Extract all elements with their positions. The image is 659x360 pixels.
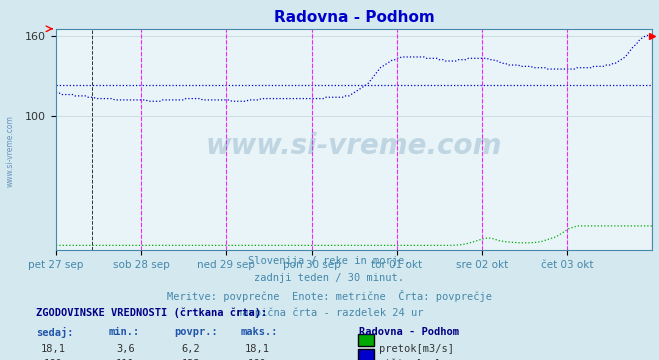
Text: Slovenija / reke in morje.: Slovenija / reke in morje. (248, 256, 411, 266)
Text: 3,6: 3,6 (116, 344, 134, 354)
Text: navpična črta - razdelek 24 ur: navpična črta - razdelek 24 ur (236, 307, 423, 318)
Text: pretok[m3/s]: pretok[m3/s] (379, 344, 454, 354)
Title: Radovna - Podhom: Radovna - Podhom (274, 10, 434, 25)
Text: višina[cm]: višina[cm] (379, 359, 442, 360)
Text: 18,1: 18,1 (40, 344, 65, 354)
Text: ZGODOVINSKE VREDNOSTI (črtkana črta):: ZGODOVINSKE VREDNOSTI (črtkana črta): (36, 308, 268, 318)
Text: Radovna - Podhom: Radovna - Podhom (359, 327, 459, 337)
Text: 6,2: 6,2 (182, 344, 200, 354)
Text: 160: 160 (248, 359, 266, 360)
Text: 123: 123 (182, 359, 200, 360)
Text: Meritve: povprečne  Enote: metrične  Črta: povprečje: Meritve: povprečne Enote: metrične Črta:… (167, 290, 492, 302)
Text: min.:: min.: (109, 327, 140, 337)
Text: www.si-vreme.com: www.si-vreme.com (5, 115, 14, 187)
Text: povpr.:: povpr.: (175, 327, 218, 337)
Text: 18,1: 18,1 (244, 344, 270, 354)
Text: www.si-vreme.com: www.si-vreme.com (206, 132, 502, 160)
Text: 160: 160 (43, 359, 62, 360)
Text: sedaj:: sedaj: (36, 327, 74, 338)
Text: 111: 111 (116, 359, 134, 360)
Text: zadnji teden / 30 minut.: zadnji teden / 30 minut. (254, 273, 405, 283)
Text: maks.:: maks.: (241, 327, 278, 337)
